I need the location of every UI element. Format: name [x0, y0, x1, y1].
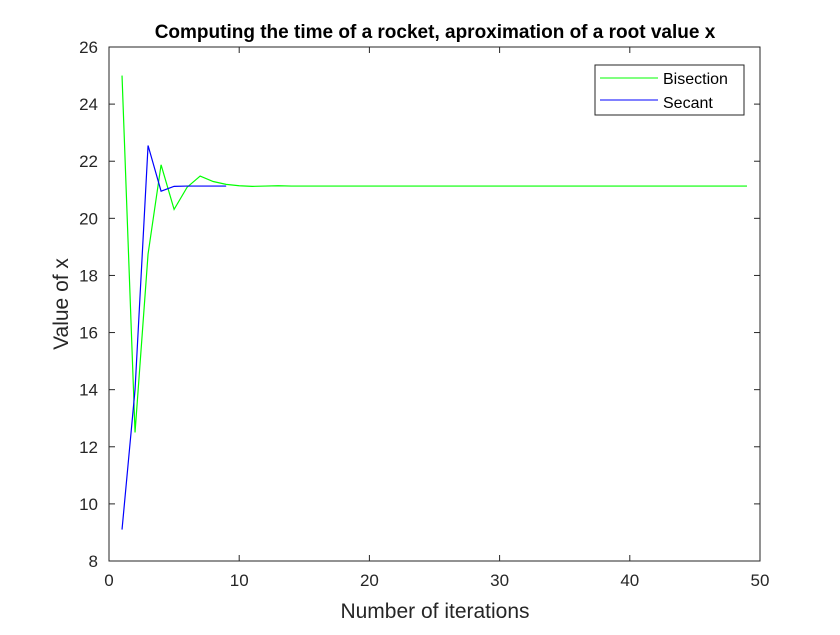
x-tick-label: 20: [360, 571, 379, 590]
y-tick-label: 12: [79, 438, 98, 457]
legend: Bisection Secant: [594, 64, 745, 116]
plot-area: [109, 47, 760, 561]
y-axis-label: Value of x: [50, 258, 73, 350]
ticks-layer: 0 10 20 30 40 50 8 10 12 14 16 18 20 22 24 26: [79, 38, 769, 590]
legend-label-secant: Secant: [663, 95, 713, 112]
x-tick-label: 0: [104, 571, 113, 590]
axes-layer: [108, 46, 761, 562]
legend-label-bisection: Bisection: [663, 71, 728, 88]
y-tick-label: 18: [79, 266, 98, 285]
y-tick-label: 14: [79, 381, 98, 400]
y-tick-label: 22: [79, 152, 98, 171]
x-tick-label: 30: [490, 571, 509, 590]
x-tick-label: 10: [230, 571, 249, 590]
legend-box: [594, 64, 745, 116]
y-tick-label: 26: [79, 38, 98, 57]
y-tick-label: 24: [79, 95, 98, 114]
y-tick-label: 10: [79, 495, 98, 514]
series-line-bisection: [121, 75, 747, 433]
y-tick-label: 16: [79, 324, 98, 343]
y-tick-label: 8: [89, 552, 98, 571]
axes-box: [108, 46, 761, 562]
x-axis-label: Number of iterations: [340, 600, 529, 623]
x-tick-label: 50: [751, 571, 770, 590]
series-line-secant: [121, 145, 227, 530]
chart-title: Computing the time of a rocket, aproxima…: [155, 22, 716, 43]
series-layer: [121, 75, 747, 530]
x-tick-label: 40: [620, 571, 639, 590]
y-tick-label: 20: [79, 209, 98, 228]
